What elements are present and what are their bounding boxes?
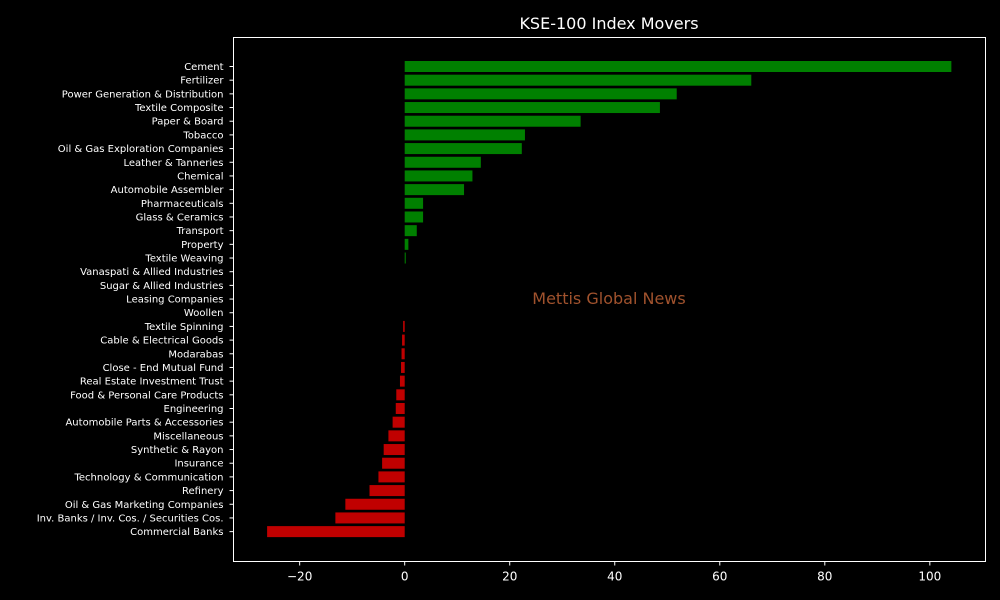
bar [378,471,405,483]
y-tick-label: Technology & Communication [74,472,224,483]
y-tick-label: Inv. Banks / Inv. Cos. / Securities Cos. [37,513,224,524]
y-tick-label: Transport [176,226,224,237]
bar [402,334,405,346]
bar [267,526,405,538]
watermark-text: Mettis Global News [532,289,685,308]
x-tick-label: 40 [607,570,622,584]
plot-frame [233,37,986,562]
bar [404,143,522,155]
chart-title: KSE-100 Index Movers [519,14,698,33]
y-tick-label: Property [181,240,223,251]
y-tick-labels: Cement Fertilizer Power Generation & Distr… [37,62,234,538]
y-tick-label: Close - End Mutual Fund [103,363,224,374]
bar [395,403,405,414]
y-tick-label: Engineering [164,404,224,415]
y-tick-label: Glass & Ceramics [136,212,224,223]
bar [404,156,481,168]
y-tick-label: Woollen [184,308,224,319]
bar [404,252,406,264]
x-tick-label: 100 [918,570,941,584]
bar [404,170,473,182]
y-tick-label: Chemical [177,171,223,182]
y-tick-label: Cable & Electrical Goods [100,336,223,347]
y-tick-label: Real Estate Investment Trust [80,377,224,388]
bar [388,430,405,442]
x-tick-label: 80 [817,570,832,584]
y-tick-label: Textile Weaving [144,254,223,265]
y-tick-label: Textile Spinning [144,322,224,333]
bar [404,74,752,86]
y-tick-label: Refinery [182,486,224,497]
y-tick-label: Synthetic & Rayon [131,445,224,456]
y-tick-label: Food & Personal Care Products [70,390,223,401]
y-tick-label: Textile Composite [134,103,223,114]
bars-group [267,61,952,538]
bar [335,512,405,524]
y-tick-label: Miscellaneous [153,431,223,442]
y-tick-label: Pharmaceuticals [141,199,224,210]
y-tick-label: Commercial Banks [130,527,223,538]
bar [403,320,405,332]
y-tick-label: Sugar & Allied Industries [100,281,224,292]
bar [401,361,405,373]
x-tick-label: −20 [287,570,312,584]
bar [401,348,405,360]
y-tick-label: Oil & Gas Exploration Companies [58,144,224,155]
bar [404,88,677,100]
bar [404,238,409,250]
bar [345,498,405,510]
bar [404,211,424,223]
y-tick-label: Power Generation & Distribution [62,89,224,100]
bar [404,102,660,114]
y-tick-label: Oil & Gas Marketing Companies [65,500,224,511]
bar [369,485,405,497]
y-tick-label: Leather & Tanneries [123,158,223,169]
y-tick-label: Fertilizer [180,76,224,87]
bar [404,225,417,237]
bar [382,457,405,469]
x-tick-label: 20 [502,570,517,584]
bar [404,129,525,141]
y-tick-label: Tobacco [182,130,223,141]
y-tick-label: Automobile Parts & Accessories [65,418,223,429]
y-tick-label: Cement [184,62,223,73]
bar [396,389,405,401]
bar [383,444,405,456]
x-tick-label: 0 [401,570,409,584]
bar [404,61,952,72]
y-tick-label: Automobile Assembler [111,185,225,196]
y-tick-label: Modarabas [168,349,223,360]
y-tick-label: Paper & Board [152,117,224,128]
bar [404,184,465,196]
x-tick-label: 60 [712,570,727,584]
bar [404,197,424,209]
y-tick-label: Insurance [174,459,223,470]
bar [404,115,581,127]
x-axis-ticks: −20 0 20 40 60 80 100 [287,561,941,584]
bar [392,416,405,428]
bar [399,375,405,387]
y-tick-label: Vanaspati & Allied Industries [80,267,223,278]
y-tick-label: Leasing Companies [126,295,223,306]
